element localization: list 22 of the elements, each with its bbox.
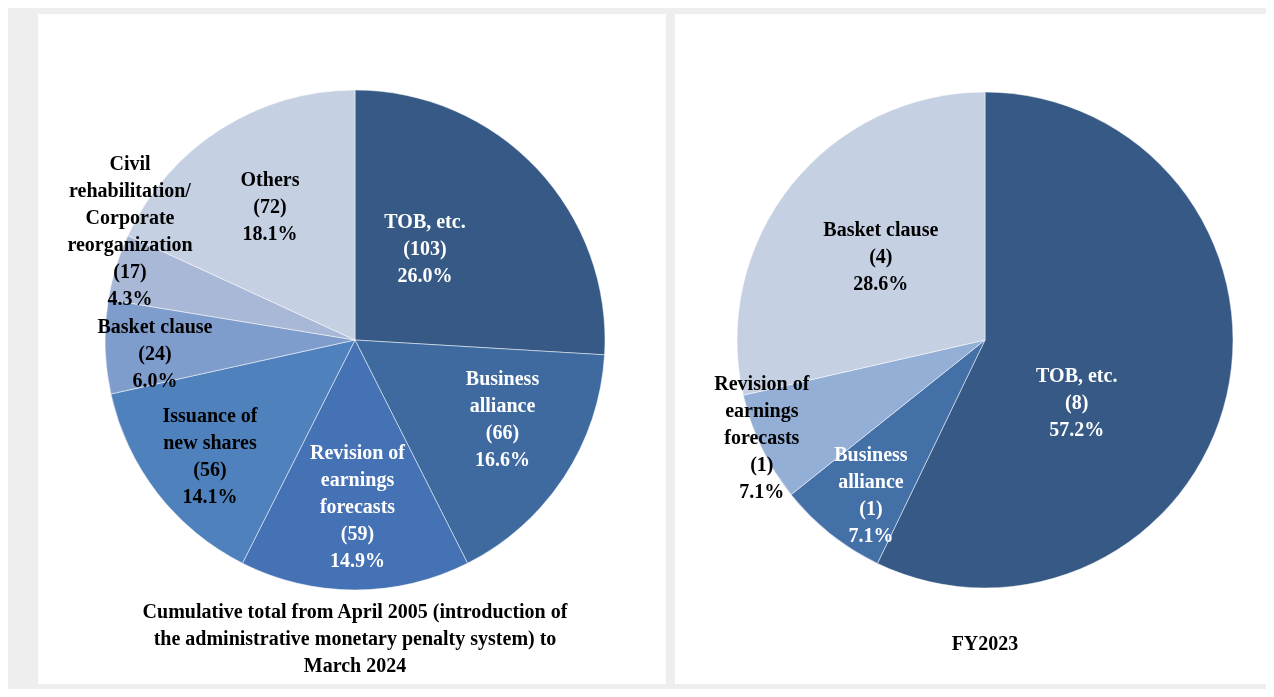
slice-label: TOB, etc. — [384, 209, 466, 232]
data-label: (56) 14.1% — [182, 457, 238, 507]
slice-label: Revision of earnings forecasts — [310, 440, 406, 517]
slice-label: Basket clause — [823, 217, 939, 240]
slice-label: Revision of earnings forecasts — [714, 371, 810, 448]
data-label: (66) 16.6% — [475, 420, 530, 470]
text: FY2023 — [951, 632, 1019, 654]
data-label: (17) 4.3% — [107, 259, 153, 309]
slice-label: Others — [240, 167, 300, 190]
slice-label: TOB, etc. — [1036, 364, 1118, 387]
text: Cumulative total from April 2005 (introduction of the administrative monetary penalty system) to March 2024 — [142, 600, 568, 676]
slice-label: Civil rehabilitation/ Corporate reorganization — [67, 151, 193, 256]
data-label: (1) 7.1% — [739, 452, 785, 502]
slice-label: Issuance of new shares — [162, 403, 258, 453]
data-label: (59) 14.9% — [330, 521, 385, 571]
data-label: (24) 6.0% — [132, 341, 178, 391]
slice-label: Business alliance — [465, 366, 540, 416]
data-label: (8) 57.2% — [1049, 391, 1105, 441]
data-label: (72) 18.1% — [242, 194, 298, 244]
data-label: (4) 28.6% — [853, 244, 909, 294]
data-label: (103) 26.0% — [397, 236, 453, 286]
data-label: (1) 7.1% — [848, 496, 894, 546]
